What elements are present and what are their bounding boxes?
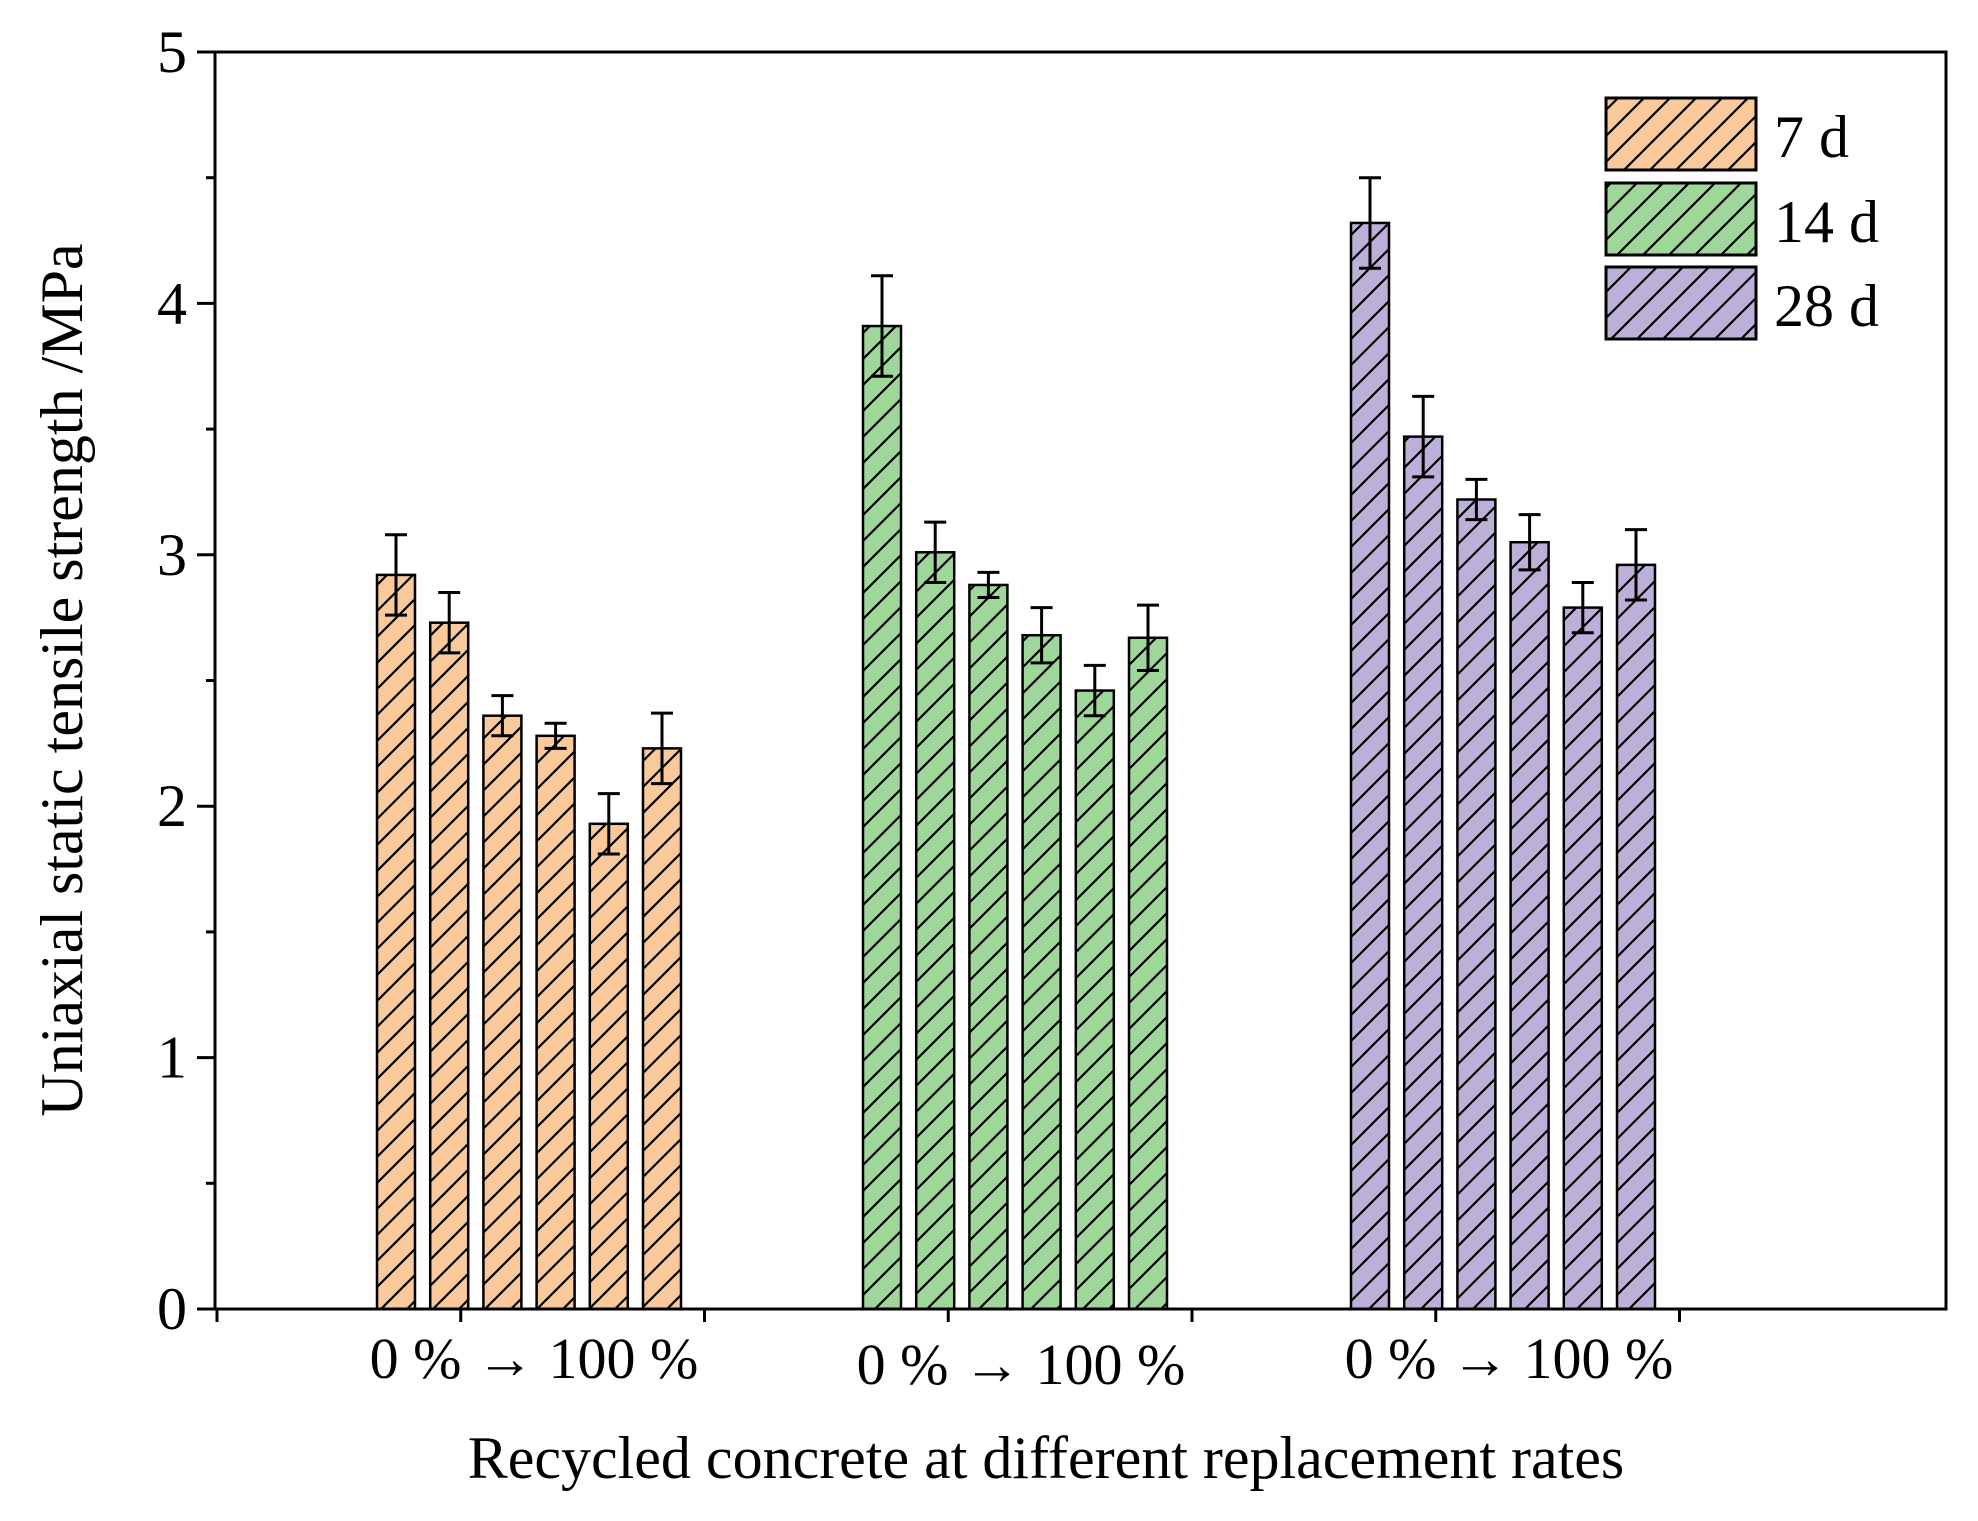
y-tick-label: 0 (157, 1276, 187, 1342)
legend-label-7d: 7 d (1774, 104, 1849, 170)
y-tick-label: 1 (157, 1025, 187, 1091)
bar-hatch (1074, 689, 1116, 1311)
legend-label-14d: 14 d (1774, 189, 1879, 255)
bar-hatch (1021, 633, 1062, 1311)
bar-hatch (1349, 221, 1391, 1311)
x-axis-title: Recycled concrete at different replaceme… (468, 1425, 1625, 1491)
bar-hatch (588, 822, 630, 1311)
bar-hatch (1509, 540, 1550, 1311)
y-tick-label: 4 (157, 270, 187, 336)
y-axis-title: Uniaxial static tensile strength /MPa (29, 243, 95, 1116)
category-label: 0 % → 100 % (857, 1332, 1186, 1397)
legend-swatch-7d-hatch (1604, 96, 1758, 172)
bar-hatch (1562, 606, 1604, 1311)
bar-hatch (1456, 498, 1497, 1311)
bar-hatch (482, 714, 523, 1311)
bar-hatch (535, 734, 576, 1311)
bar-hatch (968, 583, 1009, 1311)
bar-hatch (861, 324, 903, 1311)
x-axis: 0 % → 100 % 0 % → 100 % 0 % → 100 % (215, 1309, 1681, 1397)
legend-swatch-28d-hatch (1604, 265, 1758, 341)
bars-layer (375, 221, 1657, 1311)
y-tick-label: 5 (157, 19, 187, 85)
bar-hatch (1127, 636, 1169, 1311)
category-label: 0 % → 100 % (370, 1326, 699, 1391)
y-tick-label: 3 (157, 522, 187, 588)
y-tick-label: 2 (157, 773, 187, 839)
error-bars-layer (385, 176, 1647, 856)
legend-label-28d: 28 d (1774, 273, 1879, 339)
bar-hatch (914, 551, 956, 1311)
bar-hatch (1402, 435, 1444, 1311)
y-axis: 0 1 2 3 4 5 (157, 19, 215, 1342)
bar-hatch (1615, 563, 1657, 1311)
bar-hatch (375, 573, 417, 1311)
bar-hatch (641, 747, 683, 1311)
category-label: 0 % → 100 % (1345, 1326, 1674, 1391)
legend: 7 d 14 d 28 d (1604, 96, 1879, 341)
legend-swatch-14d-hatch (1604, 181, 1758, 257)
bar-hatch (428, 621, 470, 1311)
